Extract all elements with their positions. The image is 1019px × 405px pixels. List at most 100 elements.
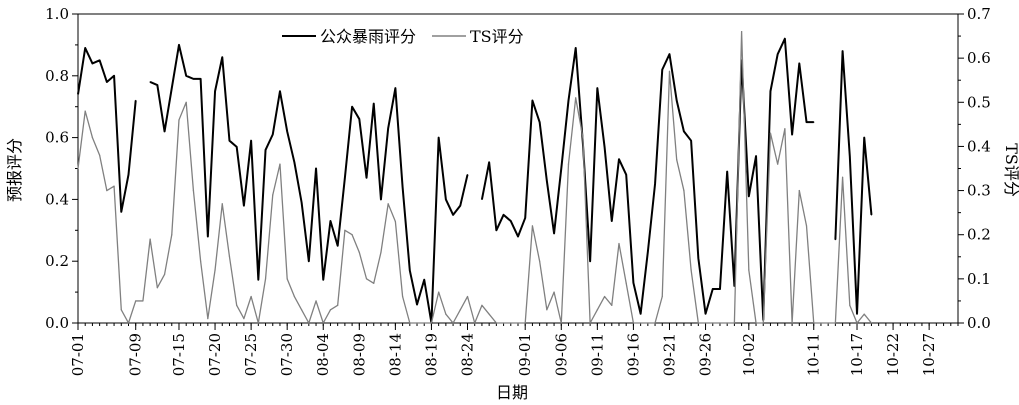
- x-tick-label: 08-24: [459, 333, 477, 376]
- data-point-public: [777, 53, 779, 55]
- data-point-ts: [863, 313, 865, 315]
- data-point-ts: [582, 137, 584, 139]
- data-point-public: [596, 87, 598, 89]
- data-point-public: [488, 161, 490, 163]
- data-point-ts: [286, 278, 288, 280]
- data-point-public: [769, 90, 772, 92]
- data-point-public: [863, 137, 865, 139]
- x-tick-label: 09-21: [660, 333, 678, 376]
- x-tick-label: 09-16: [624, 333, 642, 376]
- data-point-public: [358, 118, 360, 120]
- data-point-public: [502, 214, 505, 216]
- x-tick-label: 07-30: [278, 333, 296, 376]
- data-point-public: [236, 146, 238, 148]
- data-point-public: [120, 211, 122, 213]
- data-point-ts: [755, 322, 757, 324]
- data-point-ts: [813, 322, 815, 324]
- data-point-public: [416, 303, 418, 306]
- data-point-public: [171, 87, 173, 89]
- data-point-public: [668, 53, 671, 55]
- data-point-ts: [373, 282, 375, 284]
- data-point-public: [423, 279, 425, 281]
- data-point-public: [603, 146, 606, 148]
- x-tick-label: 10-02: [740, 333, 758, 376]
- data-point-public: [539, 121, 541, 123]
- data-point-ts: [120, 309, 122, 311]
- data-point-public: [661, 69, 663, 71]
- data-point-public: [719, 288, 721, 290]
- data-point-ts: [625, 282, 627, 284]
- data-point-public: [517, 235, 519, 238]
- data-point-ts: [474, 322, 476, 324]
- data-point-public: [632, 282, 635, 284]
- data-point-public: [654, 183, 656, 185]
- data-point-ts: [575, 97, 577, 99]
- data-point-public: [264, 149, 267, 151]
- data-point-public: [293, 161, 295, 163]
- data-point-public: [798, 62, 800, 65]
- data-point-public: [308, 260, 310, 262]
- data-point-public: [870, 214, 873, 216]
- data-point-ts: [358, 251, 360, 253]
- data-point-ts: [185, 101, 187, 103]
- data-point-ts: [748, 269, 750, 271]
- data-point-ts: [243, 317, 245, 320]
- data-point-public: [156, 84, 158, 86]
- data-point-public: [272, 133, 274, 136]
- data-point-public: [567, 99, 570, 102]
- x-tick-label: 10-22: [884, 333, 902, 376]
- data-point-public: [495, 229, 497, 231]
- data-point-ts: [84, 110, 86, 112]
- data-point-public: [301, 201, 303, 204]
- data-point-public: [192, 78, 195, 80]
- data-point-ts: [106, 189, 108, 192]
- data-point-public: [524, 217, 526, 219]
- data-point-ts: [741, 31, 743, 33]
- data-point-ts: [308, 322, 310, 324]
- data-point-public: [286, 130, 288, 133]
- data-point-public: [91, 62, 94, 65]
- data-point-ts: [856, 322, 858, 324]
- data-point-public: [214, 90, 216, 92]
- data-point-public: [243, 204, 245, 207]
- data-point-public: [373, 103, 375, 105]
- data-point-public: [207, 235, 209, 238]
- data-point-ts: [719, 322, 721, 324]
- data-point-ts: [481, 304, 483, 306]
- data-point-ts: [784, 128, 786, 130]
- legend-label-ts: TS评分: [470, 27, 524, 46]
- data-point-public: [683, 130, 685, 133]
- data-point-ts: [337, 304, 339, 306]
- legend-label-public: 公众暴雨评分: [320, 27, 416, 46]
- x-tick-label: 09-11: [588, 333, 606, 376]
- x-tick-label: 09-26: [697, 333, 715, 376]
- data-point-public: [445, 198, 447, 200]
- data-point-ts: [495, 322, 497, 324]
- data-point-public: [676, 99, 678, 102]
- data-point-ts: [344, 229, 346, 231]
- y-tick-label-right: 0.2: [967, 226, 991, 244]
- data-point-public: [84, 47, 86, 49]
- data-point-ts: [841, 176, 844, 178]
- data-point-ts: [510, 322, 512, 324]
- x-tick-label: 07-15: [170, 333, 188, 376]
- data-point-ts: [77, 167, 79, 170]
- data-point-ts: [142, 300, 144, 302]
- data-point-ts: [712, 322, 714, 324]
- data-point-public: [387, 127, 389, 129]
- series-line-public-rainstorm: [77, 37, 873, 324]
- data-point-public: [805, 121, 808, 123]
- data-point-public: [531, 99, 534, 102]
- data-point-ts: [524, 322, 526, 324]
- x-tick-label: 08-14: [386, 333, 404, 376]
- x-tick-label: 10-11: [805, 333, 823, 376]
- y-axis-title-left: 预报评分: [5, 138, 24, 202]
- x-tick-label: 07-25: [242, 333, 260, 376]
- data-point-public: [438, 137, 440, 139]
- x-tick-label: 07-20: [206, 333, 224, 376]
- data-point-ts: [870, 322, 873, 324]
- x-axis-title: 日期: [496, 383, 528, 402]
- x-tick-label: 08-04: [314, 333, 332, 376]
- data-point-public: [748, 195, 750, 197]
- data-point-ts: [423, 322, 425, 324]
